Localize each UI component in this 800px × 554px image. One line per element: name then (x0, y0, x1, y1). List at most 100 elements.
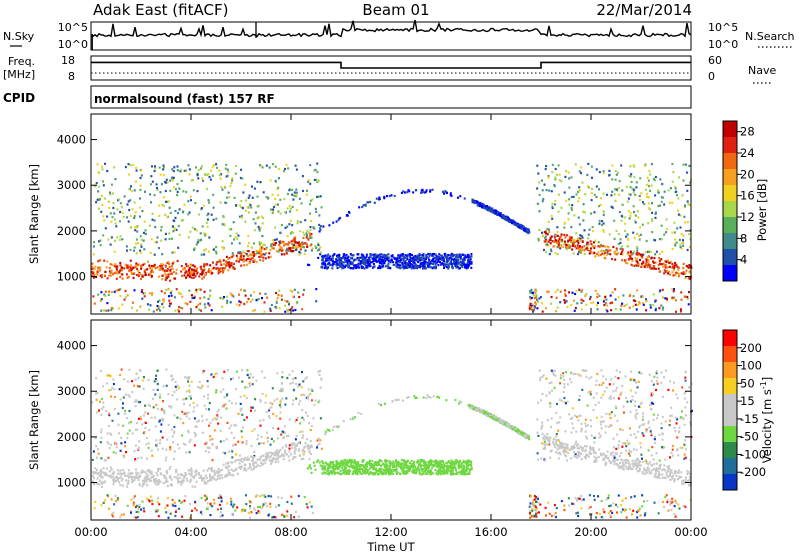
power-pixel (176, 165, 179, 168)
velocity-pixel (215, 478, 217, 482)
power-pixel (604, 245, 606, 248)
velocity-pixel (655, 372, 658, 375)
power-pixel (319, 225, 322, 228)
power-pixel (378, 257, 381, 260)
power-pixel (139, 273, 142, 276)
power-pixel (129, 267, 132, 270)
power-pixel (158, 204, 161, 207)
velocity-pixel (250, 445, 253, 448)
power-pixel (665, 269, 668, 273)
power-pixel (429, 189, 432, 192)
velocity-pixel (578, 447, 581, 450)
power-pixel (359, 260, 362, 263)
power-pixel (413, 255, 415, 258)
power-pixel (242, 191, 245, 194)
velocity-pixel (161, 447, 164, 450)
power-pixel (229, 184, 232, 188)
power-pixel (164, 232, 167, 235)
power-pixel (321, 259, 324, 262)
power-pixel (625, 303, 628, 306)
power-pixel (625, 235, 628, 238)
power-pixel (136, 309, 139, 312)
power-pixel (602, 172, 605, 175)
velocity-pixel (112, 483, 115, 486)
power-pixel (678, 176, 680, 179)
power-pixel (116, 272, 119, 275)
power-pixel (316, 180, 319, 183)
velocity-pixel (621, 459, 624, 462)
power-pixel (665, 218, 668, 221)
power-pixel (216, 166, 219, 169)
power-colorbar-swatch (723, 249, 737, 265)
power-pixel (97, 293, 100, 296)
velocity-pixel (307, 388, 310, 391)
velocity-pixel (222, 451, 225, 454)
power-pixel (232, 262, 235, 265)
velocity-pixel (299, 454, 302, 457)
power-pixel (679, 246, 682, 249)
power-pixel (171, 225, 174, 228)
power-pixel (275, 299, 278, 302)
velocity-pixel (230, 468, 233, 471)
power-pixel (226, 261, 229, 264)
freq-left-tick-bottom: 8 (68, 70, 75, 83)
power-pixel (315, 210, 318, 213)
power-pixel (307, 238, 310, 241)
velocity-pixel (529, 516, 532, 519)
power-pixel (557, 244, 560, 247)
velocity-pixel (206, 446, 209, 449)
power-pixel (295, 195, 298, 198)
power-pixel (624, 258, 627, 262)
power-pixel (109, 263, 112, 266)
power-pixel (410, 258, 413, 261)
power-pixel (684, 221, 687, 224)
power-pixel (443, 264, 446, 267)
power-pixel (306, 234, 309, 237)
velocity-pixel (609, 504, 612, 507)
power-pixel (502, 214, 505, 217)
power-pixel (238, 293, 240, 296)
power-pixel (203, 232, 206, 235)
velocity-pixel (156, 407, 159, 410)
power-pixel (504, 217, 507, 220)
power-pixel (321, 257, 324, 260)
velocity-pixel (221, 514, 224, 517)
velocity-pixel (423, 470, 426, 473)
power-pixel (506, 218, 509, 221)
power-pixel (686, 189, 689, 192)
power-pixel (216, 267, 219, 270)
velocity-pixel (302, 448, 305, 451)
power-pixel (660, 304, 663, 307)
power-pixel (378, 256, 380, 259)
velocity-pixel (265, 455, 267, 458)
power-pixel (549, 242, 552, 245)
power-pixel (610, 194, 613, 197)
velocity-pixel (237, 376, 240, 379)
power-pixel (614, 199, 617, 202)
velocity-pixel (445, 399, 448, 402)
velocity-pixel (224, 403, 227, 406)
velocity-pixel (662, 468, 665, 471)
power-pixel (585, 293, 588, 296)
power-pixel (115, 268, 118, 271)
power-pixel (221, 270, 224, 273)
power-pixel (525, 227, 528, 230)
power-pixel (185, 265, 188, 268)
power-pixel (277, 293, 280, 297)
velocity-pixel (424, 461, 427, 464)
power-pixel (310, 233, 313, 236)
power-pixel (289, 210, 292, 213)
power-pixel (568, 235, 571, 238)
power-pixel (387, 262, 390, 265)
power-pixel (378, 196, 381, 199)
power-pixel (621, 203, 624, 206)
power-pixel (219, 177, 222, 180)
power-pixel (337, 255, 340, 258)
power-pixel (176, 183, 179, 186)
power-pixel (253, 253, 256, 256)
power-pixel (347, 266, 350, 269)
velocity-pixel (548, 382, 551, 385)
power-pixel (293, 194, 296, 197)
power-pixel (356, 256, 359, 260)
velocity-pixel (658, 476, 661, 479)
